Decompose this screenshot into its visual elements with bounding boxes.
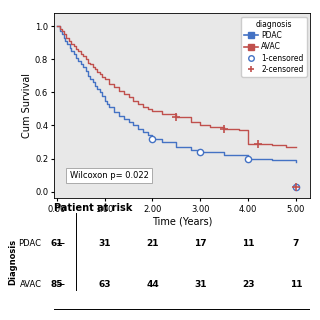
Text: Wilcoxon p= 0.022: Wilcoxon p= 0.022 — [70, 171, 148, 180]
Text: 31: 31 — [98, 239, 111, 248]
Text: 44: 44 — [146, 280, 159, 289]
Text: 63: 63 — [98, 280, 111, 289]
Text: 23: 23 — [242, 280, 254, 289]
Y-axis label: Cum Survival: Cum Survival — [22, 73, 32, 138]
Text: PDAC: PDAC — [19, 239, 42, 248]
Text: 7: 7 — [293, 239, 299, 248]
Text: 21: 21 — [146, 239, 159, 248]
Text: Diagnosis: Diagnosis — [8, 239, 17, 285]
Text: 61: 61 — [51, 239, 63, 248]
Text: 11: 11 — [242, 239, 254, 248]
Text: 31: 31 — [194, 280, 207, 289]
X-axis label: Time (Years): Time (Years) — [152, 216, 212, 227]
Legend: PDAC, AVAC, 1-censored, 2-censored: PDAC, AVAC, 1-censored, 2-censored — [241, 17, 307, 77]
Text: 17: 17 — [194, 239, 207, 248]
Text: Patient at risk: Patient at risk — [54, 203, 133, 213]
Text: 85: 85 — [51, 280, 63, 289]
Text: AVAC: AVAC — [20, 280, 42, 289]
Text: 11: 11 — [290, 280, 302, 289]
